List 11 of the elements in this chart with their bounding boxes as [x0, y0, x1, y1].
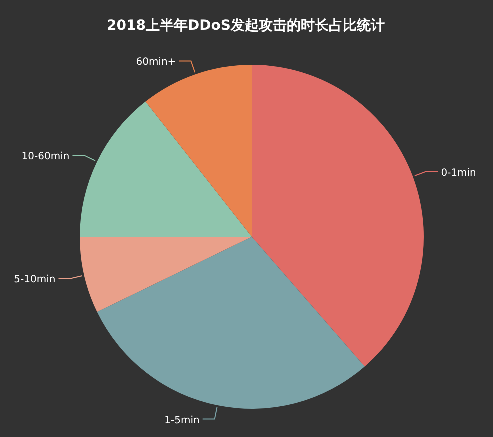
pie-slice — [252, 65, 424, 367]
pie-slice — [80, 102, 252, 237]
chart-title: 2018上半年DDoS发起攻击的时长占比统计 — [107, 17, 385, 34]
pie-slice — [146, 65, 252, 237]
slice-label: 10-60min — [22, 152, 70, 163]
pie-slice — [97, 237, 365, 409]
slice-label: 60min+ — [136, 57, 176, 68]
slice-label: 5-10min — [14, 274, 56, 286]
slice-label: 0-1min — [441, 168, 476, 179]
slice-label: 1-5min — [164, 415, 200, 426]
pie-slice — [80, 237, 252, 312]
